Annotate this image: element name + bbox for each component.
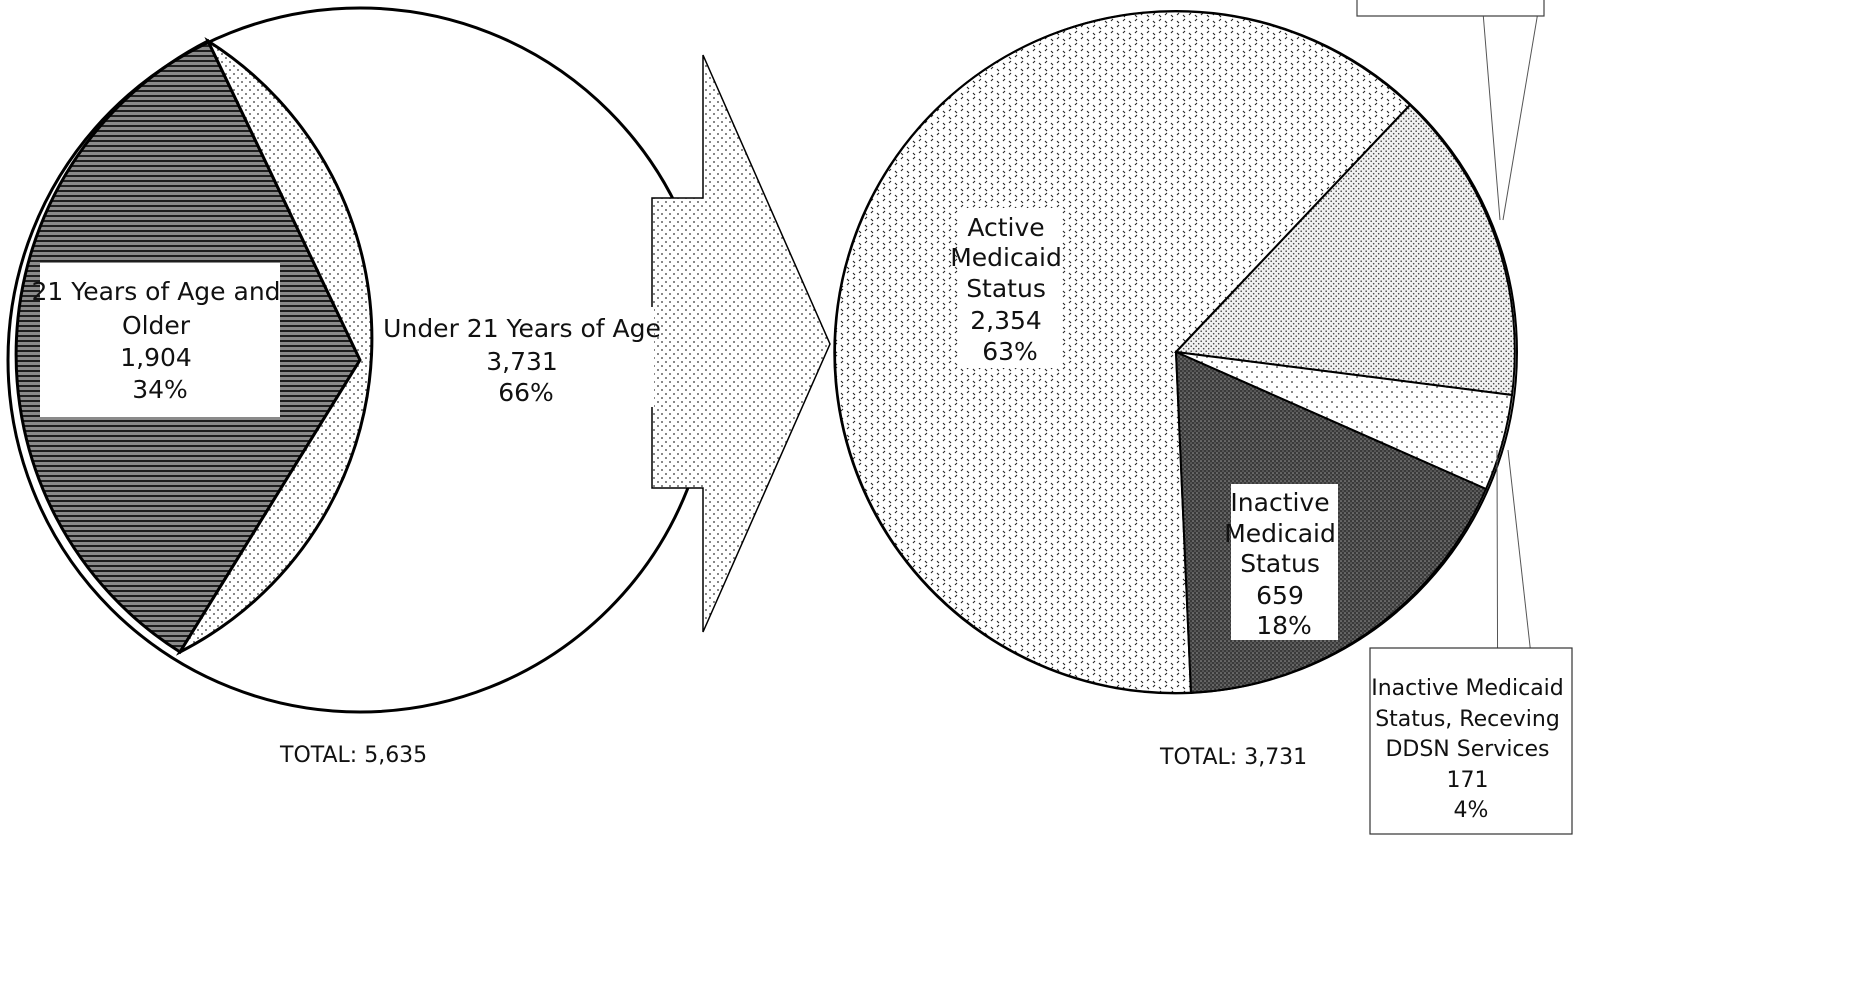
flow-arrow: [651, 54, 831, 633]
slice-value: 171: [1447, 768, 1489, 793]
label-box-inactive-medicaid: [1231, 484, 1338, 640]
slice-label-line: Inactive Medicaid: [1371, 676, 1564, 701]
slice-label-under-21: Under 21 Years of Age 3,731 66%: [383, 314, 669, 407]
slice-label-line: Older: [122, 311, 191, 340]
slice-percent: 66%: [498, 378, 554, 407]
slice-label-active-medicaid: Active Medicaid Status 2,354 63%: [950, 213, 1070, 366]
slice-label-21-and-older: 21 Years of Age and Older 1,904 34%: [32, 277, 289, 404]
pie-slice-under-21: [175, 36, 374, 656]
slice-percent: 34%: [132, 375, 188, 404]
slice-label-line: Status: [1240, 549, 1320, 578]
slice-label-line: Medicaid: [1224, 519, 1336, 548]
slice-percent: 4%: [1454, 798, 1489, 823]
slice-label-line: DDSN Services: [1385, 737, 1549, 762]
label-box-inactive-ddsn: [1369, 647, 1573, 835]
slice-percent: 18%: [1256, 611, 1312, 640]
slice-label-line: Status: [966, 274, 1046, 303]
callout-leader-line: [1481, 0, 1501, 221]
slice-value: 3,731: [486, 347, 558, 376]
slice-value: 659: [1256, 581, 1304, 610]
slice-label-inactive-ddsn: Inactive Medicaid Status, Receving DDSN …: [1371, 676, 1571, 823]
slice-value: 1,904: [120, 343, 192, 372]
medicaid-pie-chart: [833, 10, 1518, 695]
slice-label-line: 21 Years of Age and: [32, 277, 281, 306]
pie-slice-other-unlabeled: [1173, 103, 1516, 397]
slice-label-line: Active: [967, 213, 1044, 242]
slice-value: 2,354: [970, 306, 1042, 335]
label-box-active-medicaid: [958, 208, 1061, 368]
slice-label-line: Inactive: [1230, 488, 1329, 517]
total-label-left: TOTAL: 5,635: [279, 743, 427, 768]
pie-outline: [834, 10, 1518, 694]
slice-label-inactive-medicaid: Inactive Medicaid Status 659 18%: [1224, 488, 1344, 640]
label-box-21-and-older: [40, 263, 280, 417]
slice-label-line: Under 21 Years of Age: [383, 314, 661, 343]
callout-leader-line: [1502, 0, 1541, 221]
cropped-callout-box: [1356, 0, 1545, 17]
slice-label-line: Status, Receving: [1375, 707, 1560, 732]
slice-percent: 63%: [982, 337, 1038, 366]
slice-label-line: Medicaid: [950, 243, 1062, 272]
label-box-under-21: [398, 307, 654, 407]
total-label-right: TOTAL: 3,731: [1159, 745, 1307, 770]
